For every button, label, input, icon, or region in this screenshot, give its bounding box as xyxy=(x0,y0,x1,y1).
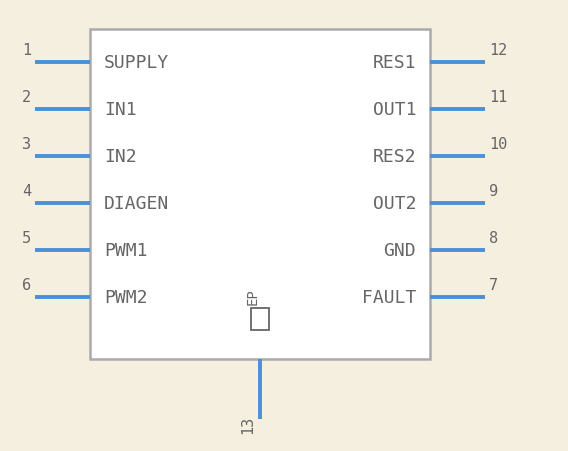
Text: 9: 9 xyxy=(489,184,498,198)
Text: GND: GND xyxy=(383,241,416,259)
Text: PWM2: PWM2 xyxy=(104,288,148,306)
Text: FAULT: FAULT xyxy=(362,288,416,306)
Text: RES2: RES2 xyxy=(373,147,416,166)
Text: 12: 12 xyxy=(489,43,507,58)
Text: 11: 11 xyxy=(489,90,507,105)
Text: 5: 5 xyxy=(22,230,31,245)
Text: 2: 2 xyxy=(22,90,31,105)
Text: PWM1: PWM1 xyxy=(104,241,148,259)
Text: 6: 6 xyxy=(22,277,31,292)
Text: IN1: IN1 xyxy=(104,101,137,119)
Text: 3: 3 xyxy=(22,137,31,152)
Text: OUT2: OUT2 xyxy=(373,194,416,212)
Text: 10: 10 xyxy=(489,137,507,152)
Text: SUPPLY: SUPPLY xyxy=(104,54,169,72)
Text: 4: 4 xyxy=(22,184,31,198)
Text: 7: 7 xyxy=(489,277,498,292)
Text: IN2: IN2 xyxy=(104,147,137,166)
Bar xyxy=(251,308,269,330)
Text: 13: 13 xyxy=(240,415,255,433)
Text: RES1: RES1 xyxy=(373,54,416,72)
Text: OUT1: OUT1 xyxy=(373,101,416,119)
Text: 1: 1 xyxy=(22,43,31,58)
Bar xyxy=(90,30,430,359)
Text: DIAGEN: DIAGEN xyxy=(104,194,169,212)
Text: 8: 8 xyxy=(489,230,498,245)
Text: EP: EP xyxy=(246,288,260,305)
